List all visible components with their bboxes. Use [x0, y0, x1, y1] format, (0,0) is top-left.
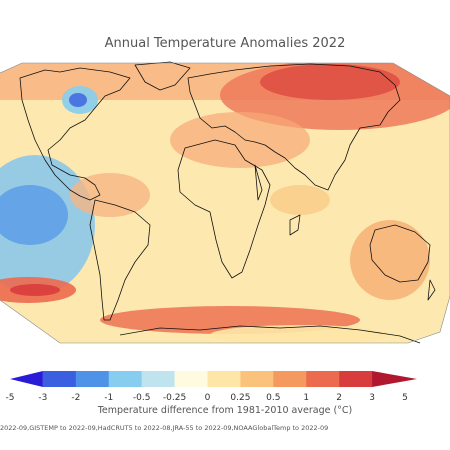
colorbar-swatch: [42, 371, 77, 387]
map-title: Annual Temperature Anomalies 2022: [104, 36, 346, 51]
colorbar-tick-label: 3: [369, 393, 375, 403]
colorbar-tick-label: -2: [71, 393, 80, 403]
colorbar-tick-label: -5: [6, 393, 15, 403]
colorbar-swatch: [141, 371, 175, 387]
legend-ticks: -5 -3 -2 -1 -0.5 -0.25 0 0.25 0.5 1 2 3 5: [6, 393, 408, 403]
colorbar-swatch: [75, 371, 110, 387]
colorbar-swatch: [372, 371, 417, 387]
colorbar-tick-label: -0.25: [163, 393, 186, 403]
colorbar-tick-label: 0: [205, 393, 211, 403]
map-frame: [0, 62, 450, 344]
colorbar-swatch: [174, 371, 208, 387]
colorbar-swatch: [306, 371, 340, 387]
colorbar-swatch: [207, 371, 241, 387]
colorbar-swatch: [10, 371, 43, 387]
coastlines: [19, 61, 436, 344]
colorbar-tick-label: -3: [38, 393, 47, 403]
colorbar-tick-label: -0.5: [133, 393, 151, 403]
colorbar-swatch: [339, 371, 373, 387]
colorbar-swatch: [108, 371, 142, 387]
colorbar-tick-label: 2: [336, 393, 342, 403]
colorbar-tick-label: 5: [402, 393, 408, 403]
colorbar-tick-label: 0.5: [266, 393, 280, 403]
colorbar-tick-label: 1: [303, 393, 309, 403]
data-credit: 2022-09,GISTEMP to 2022-09,HadCRUT5 to 2…: [0, 424, 329, 432]
legend-caption: Temperature difference from 1981-2010 av…: [97, 405, 353, 416]
colorbar-tick-label: 0.25: [230, 393, 250, 403]
colorbar-swatch: [273, 371, 307, 387]
colorbar-tick-label: -1: [104, 393, 113, 403]
colorbar-swatch: [240, 371, 274, 387]
legend-colorbar: [10, 371, 417, 387]
